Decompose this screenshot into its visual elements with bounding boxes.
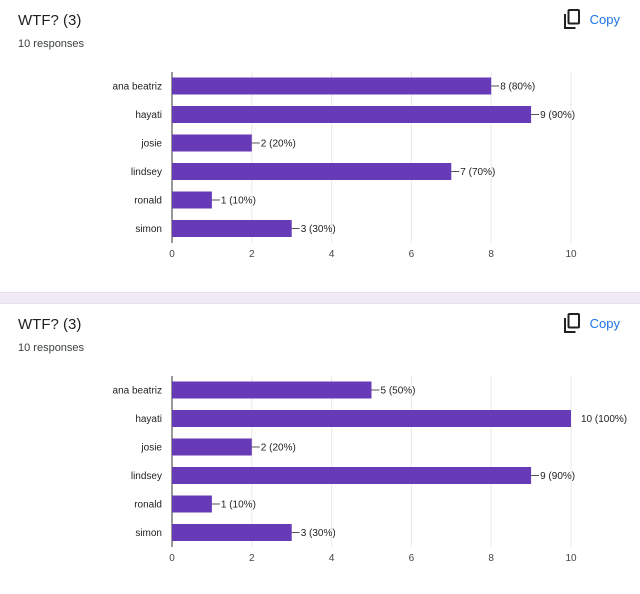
data-label: 1 (10%) — [221, 500, 256, 511]
x-tick-label: 2 — [249, 249, 255, 260]
x-tick-label: 8 — [488, 249, 494, 260]
copy-icon — [563, 313, 580, 333]
category-label: ronald — [134, 196, 162, 207]
category-label: lindsey — [131, 471, 162, 482]
category-label: simon — [135, 224, 162, 235]
x-tick-label: 10 — [565, 553, 577, 564]
data-label: 9 (90%) — [540, 110, 575, 121]
bar — [172, 467, 532, 484]
x-tick-label: 10 — [565, 249, 577, 260]
data-label: 5 (50%) — [381, 386, 416, 397]
data-label: 10 (100%) — [581, 414, 627, 425]
copy-label: Copy — [589, 11, 620, 27]
data-label: 9 (90%) — [540, 471, 575, 482]
bar — [172, 77, 492, 95]
question-card: WTF? (3) 10 responses Copy 0 2 4 6 8 10 ana be… — [0, 0, 640, 292]
x-tick-label: 4 — [329, 553, 335, 564]
x-tick-label: 2 — [249, 553, 255, 564]
question-card: WTF? (3) 10 responses Copy 0 2 4 6 8 10 ana be… — [0, 304, 640, 594]
category-label: simon — [135, 528, 162, 539]
response-count: 10 responses — [18, 342, 85, 354]
x-tick-label: 4 — [329, 249, 335, 260]
copy-label: Copy — [589, 315, 620, 331]
category-label: hayati — [135, 110, 162, 121]
bar — [172, 410, 571, 427]
category-label: ronald — [134, 500, 162, 511]
copy-chart-button[interactable]: Copy — [563, 9, 620, 29]
bar — [172, 191, 212, 209]
category-label: josie — [140, 139, 162, 150]
x-tick-label: 0 — [169, 553, 175, 564]
category-label: ana beatriz — [113, 82, 162, 93]
category-label: lindsey — [131, 167, 162, 178]
copy-chart-button[interactable]: Copy — [563, 313, 620, 333]
data-label: 7 (70%) — [460, 167, 495, 178]
bar — [172, 381, 372, 399]
data-label: 2 (20%) — [261, 443, 296, 454]
x-tick-label: 6 — [409, 553, 415, 564]
response-count: 10 responses — [18, 38, 85, 50]
bar — [172, 524, 292, 541]
bar — [172, 106, 532, 123]
data-label: 3 (30%) — [301, 528, 336, 539]
bar — [172, 163, 452, 180]
x-tick-label: 6 — [409, 249, 415, 260]
data-label: 1 (10%) — [221, 196, 256, 207]
category-label: josie — [140, 443, 162, 454]
bar — [172, 134, 252, 152]
data-label: 3 (30%) — [301, 224, 336, 235]
x-tick-label: 0 — [169, 249, 175, 260]
bar — [172, 495, 212, 513]
category-label: hayati — [135, 414, 162, 425]
category-label: ana beatriz — [113, 386, 162, 397]
bar — [172, 438, 252, 456]
copy-icon — [563, 9, 580, 29]
question-title: WTF? (3) — [18, 12, 82, 29]
bar-chart: 0 2 4 6 8 10 ana beatriz 8 (80%) hayati 9 (90%) jo… — [113, 72, 577, 260]
question-title: WTF? (3) — [18, 316, 82, 333]
bar-chart: 0 2 4 6 8 10 ana beatriz 5 (50%) hayati 10 (100%)… — [113, 376, 627, 564]
card-divider — [0, 292, 640, 304]
data-label: 2 (20%) — [261, 139, 296, 150]
data-label: 8 (80%) — [500, 82, 535, 93]
bar — [172, 220, 292, 237]
x-tick-label: 8 — [488, 553, 494, 564]
